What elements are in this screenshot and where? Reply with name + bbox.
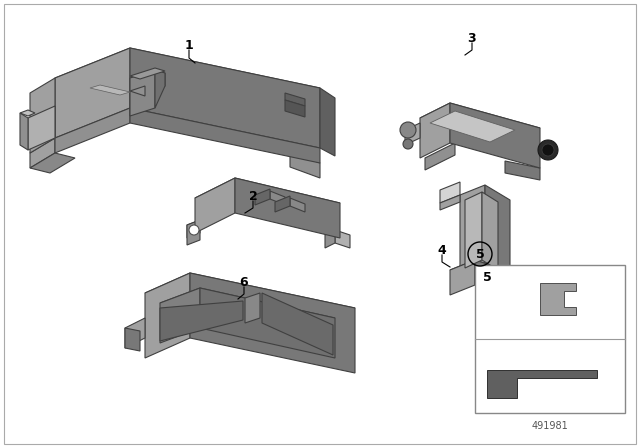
Polygon shape bbox=[130, 70, 155, 116]
Polygon shape bbox=[430, 111, 515, 142]
Circle shape bbox=[189, 225, 199, 235]
Polygon shape bbox=[160, 301, 243, 341]
Polygon shape bbox=[55, 108, 130, 153]
Polygon shape bbox=[160, 288, 335, 333]
Polygon shape bbox=[55, 48, 320, 118]
Text: 491981: 491981 bbox=[532, 421, 568, 431]
Polygon shape bbox=[285, 100, 305, 117]
FancyBboxPatch shape bbox=[475, 265, 625, 413]
Polygon shape bbox=[475, 260, 520, 300]
Polygon shape bbox=[90, 85, 130, 95]
Polygon shape bbox=[450, 260, 520, 285]
Polygon shape bbox=[195, 178, 235, 233]
Polygon shape bbox=[540, 283, 575, 315]
Polygon shape bbox=[235, 178, 340, 238]
Polygon shape bbox=[155, 73, 165, 88]
Polygon shape bbox=[30, 138, 55, 168]
Polygon shape bbox=[487, 370, 597, 398]
Polygon shape bbox=[255, 189, 270, 205]
Polygon shape bbox=[195, 178, 340, 223]
Polygon shape bbox=[440, 195, 460, 210]
Polygon shape bbox=[420, 103, 450, 158]
Polygon shape bbox=[187, 220, 200, 238]
Polygon shape bbox=[275, 196, 290, 212]
Polygon shape bbox=[130, 48, 320, 148]
Polygon shape bbox=[420, 103, 540, 143]
Circle shape bbox=[400, 122, 416, 138]
Polygon shape bbox=[440, 182, 460, 203]
Polygon shape bbox=[200, 288, 335, 358]
Polygon shape bbox=[187, 220, 200, 245]
Polygon shape bbox=[145, 273, 355, 328]
Polygon shape bbox=[55, 48, 130, 138]
Text: 1: 1 bbox=[184, 39, 193, 52]
Polygon shape bbox=[482, 192, 498, 270]
Polygon shape bbox=[320, 88, 335, 156]
Circle shape bbox=[542, 144, 554, 156]
Circle shape bbox=[538, 140, 558, 160]
Text: 2: 2 bbox=[248, 190, 257, 202]
Polygon shape bbox=[155, 70, 165, 108]
Polygon shape bbox=[465, 192, 482, 268]
Circle shape bbox=[403, 139, 413, 149]
Polygon shape bbox=[290, 198, 305, 212]
Polygon shape bbox=[125, 318, 145, 348]
Text: 5: 5 bbox=[483, 271, 492, 284]
Polygon shape bbox=[245, 293, 260, 323]
Polygon shape bbox=[20, 110, 35, 116]
Polygon shape bbox=[335, 230, 350, 248]
Polygon shape bbox=[28, 106, 55, 150]
Text: 6: 6 bbox=[240, 276, 248, 289]
Polygon shape bbox=[290, 152, 320, 178]
Text: 4: 4 bbox=[438, 244, 446, 257]
Polygon shape bbox=[125, 328, 140, 351]
Polygon shape bbox=[425, 143, 455, 170]
Polygon shape bbox=[130, 68, 165, 79]
Polygon shape bbox=[190, 273, 355, 373]
Polygon shape bbox=[270, 191, 285, 205]
Text: 5: 5 bbox=[476, 247, 484, 260]
Polygon shape bbox=[505, 161, 540, 180]
Polygon shape bbox=[262, 293, 333, 355]
Polygon shape bbox=[285, 93, 305, 106]
Polygon shape bbox=[450, 260, 475, 295]
Polygon shape bbox=[485, 185, 510, 285]
Text: 3: 3 bbox=[468, 31, 476, 44]
Polygon shape bbox=[450, 103, 540, 168]
Polygon shape bbox=[405, 123, 420, 145]
Polygon shape bbox=[130, 86, 145, 96]
Polygon shape bbox=[325, 230, 335, 248]
Polygon shape bbox=[30, 78, 55, 153]
Polygon shape bbox=[30, 153, 75, 173]
Polygon shape bbox=[160, 288, 200, 343]
Polygon shape bbox=[460, 185, 485, 285]
Polygon shape bbox=[130, 108, 320, 163]
Polygon shape bbox=[20, 113, 28, 150]
Polygon shape bbox=[145, 273, 190, 358]
